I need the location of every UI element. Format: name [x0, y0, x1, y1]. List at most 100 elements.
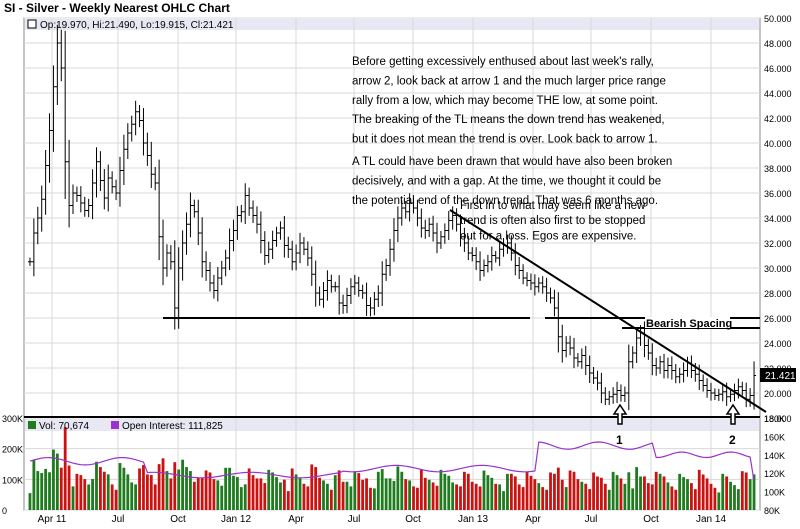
ohlc-bar: [337, 275, 342, 315]
ohlc-bar: [423, 219, 428, 239]
ohlc-bar: [376, 285, 381, 307]
volume-bar: [282, 479, 286, 510]
price-axis: 50.000 48.000 46.000 44.000 42.000 40.000 38.0…: [764, 14, 792, 424]
volume-bar: [451, 482, 455, 510]
ohlc-bar: [215, 267, 220, 302]
ohlc-bar: [157, 159, 162, 261]
ohlc-bar: [188, 192, 193, 238]
ohlc-bar: [282, 215, 287, 258]
volume-bar: [251, 475, 255, 510]
volume-bar: [353, 471, 357, 510]
volume-bar: [204, 470, 208, 510]
volume-bar: [666, 482, 670, 510]
x-tick-label: Jul: [348, 514, 361, 524]
ohlc-bar: [677, 367, 682, 384]
ohlc-bar: [141, 108, 146, 156]
oi-legend-swatch: [111, 421, 119, 429]
ohlc-bar: [528, 273, 533, 291]
volume-bar: [580, 481, 584, 510]
ohlc-bar: [669, 356, 674, 380]
x-tick-label: Jan 14: [696, 514, 726, 524]
oi-legend: Open Interest: 111,825: [122, 421, 223, 432]
ohlc-bar: [63, 30, 68, 199]
volume-bar: [474, 483, 478, 510]
volume-bar: [541, 487, 545, 510]
price-tick-label: 28.000: [764, 289, 792, 299]
volume-tick-label: 100K: [2, 475, 23, 485]
ohlc-bar: [454, 208, 459, 232]
ohlc-bar: [94, 147, 99, 198]
ohlc-bar: [35, 206, 40, 245]
volume-bar: [32, 459, 36, 510]
volume-bar: [392, 481, 396, 510]
annotation-line: the potential end of the down trend. Tha…: [352, 195, 658, 207]
x-tick-label: Jul: [585, 514, 598, 524]
annotation-line: First in to what may seem like a new: [460, 200, 646, 212]
ohlc-bar: [200, 217, 205, 278]
ohlc-bar: [431, 215, 436, 242]
ohlc-bar: [43, 149, 48, 215]
volume-bar: [247, 468, 251, 510]
ohlc-bar: [192, 199, 197, 218]
ohlc-bar: [172, 240, 177, 330]
volume-bar: [599, 477, 603, 510]
ohlc-bar: [438, 230, 443, 249]
ohlc-bar: [59, 29, 64, 82]
ohlc-bar: [493, 250, 498, 263]
price-bars: [27, 24, 757, 411]
volume-bar: [48, 472, 51, 510]
volume-bar: [686, 479, 689, 510]
ohlc-bar: [458, 214, 463, 247]
ohlc-bar: [270, 230, 275, 260]
volume-bar: [412, 486, 415, 510]
ohlc-bar: [180, 230, 185, 281]
open-interest-line: [29, 441, 755, 481]
volume-bar: [494, 483, 498, 510]
ohlc-bar: [117, 156, 122, 207]
price-tick-label: 40.000: [764, 139, 792, 149]
volume-bar: [232, 475, 235, 510]
volume-bar: [388, 478, 392, 510]
ohlc-bar: [31, 218, 36, 277]
volume-bar: [118, 463, 122, 510]
ohlc-bar: [525, 272, 530, 287]
volume-bar: [36, 471, 40, 510]
arrow-2-label: 2: [729, 433, 736, 447]
ohlc-bar: [618, 384, 623, 402]
ohlc-bar: [294, 244, 299, 271]
oi-tick-label: 120K: [764, 469, 785, 479]
ohlc-bar: [67, 139, 72, 228]
volume-bar: [506, 473, 509, 510]
ohlc-bar: [540, 276, 545, 294]
ohlc-bar: [266, 241, 271, 264]
volume-bar: [396, 466, 400, 510]
ohlc-bar: [356, 276, 361, 297]
volume-bar: [59, 467, 63, 510]
volume-bar: [713, 487, 717, 510]
ohlc-bar: [622, 386, 627, 402]
volume-bar: [196, 477, 200, 510]
ohlc-bar: [137, 105, 142, 128]
volume-bar: [106, 474, 110, 510]
volume-bar: [423, 477, 427, 510]
ohlc-bar: [184, 212, 189, 255]
volume-bar: [623, 483, 627, 510]
ohlc-bar: [352, 274, 357, 295]
ohlc-bar: [98, 151, 103, 192]
volume-tick-label: 300K: [2, 414, 23, 424]
ohlc-bar: [278, 221, 283, 240]
ohlc-bar: [247, 187, 252, 216]
volume-bar: [286, 491, 290, 510]
volume-bar: [302, 483, 306, 510]
volume-bar: [145, 474, 149, 510]
volume-bar: [208, 472, 212, 510]
ohlc-bar: [599, 372, 604, 404]
volume-bar: [298, 477, 302, 510]
volume-bar: [537, 483, 541, 510]
volume-bar: [427, 479, 431, 510]
ohlc-bar: [470, 247, 475, 262]
volume-bar: [607, 489, 611, 510]
volume-bar: [239, 487, 243, 510]
volume-bar: [361, 479, 365, 510]
volume-bar: [290, 468, 294, 510]
